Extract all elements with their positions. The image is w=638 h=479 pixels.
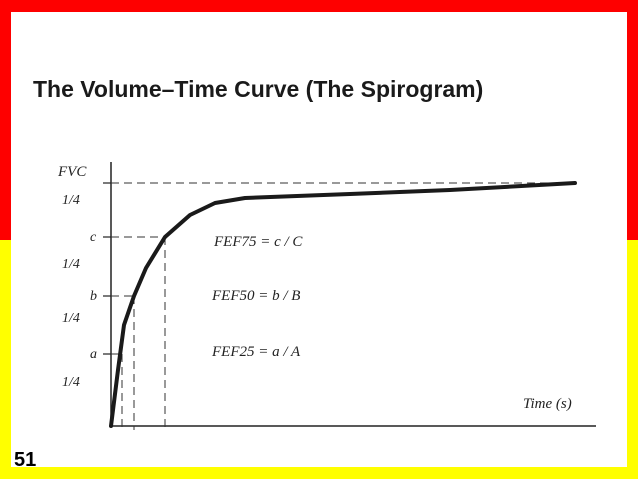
quarter-label: 1/4 xyxy=(62,193,80,208)
level-label-a: a xyxy=(90,347,97,362)
level-label-b: b xyxy=(90,289,97,304)
fef75-formula: FEF75 = c / C xyxy=(213,234,303,250)
slide-title: The Volume–Time Curve (The Spirogram) xyxy=(33,76,484,102)
x-axis-label: Time (s) xyxy=(523,396,572,412)
slide-number: 51 xyxy=(14,449,37,471)
quarter-label: 1/4 xyxy=(62,311,80,326)
fef25-formula: FEF25 = a / A xyxy=(211,344,301,360)
quarter-label: 1/4 xyxy=(62,375,80,390)
time-label-B: B xyxy=(132,429,140,444)
time-label-C: C xyxy=(165,429,174,444)
volume-time-curve xyxy=(109,181,577,428)
fef50-formula: FEF50 = b / B xyxy=(211,288,300,304)
level-label-c: c xyxy=(90,230,97,245)
quarter-label: 1/4 xyxy=(62,257,80,272)
time-label-A: A xyxy=(115,429,124,444)
y-axis-label: FVC xyxy=(57,164,87,180)
